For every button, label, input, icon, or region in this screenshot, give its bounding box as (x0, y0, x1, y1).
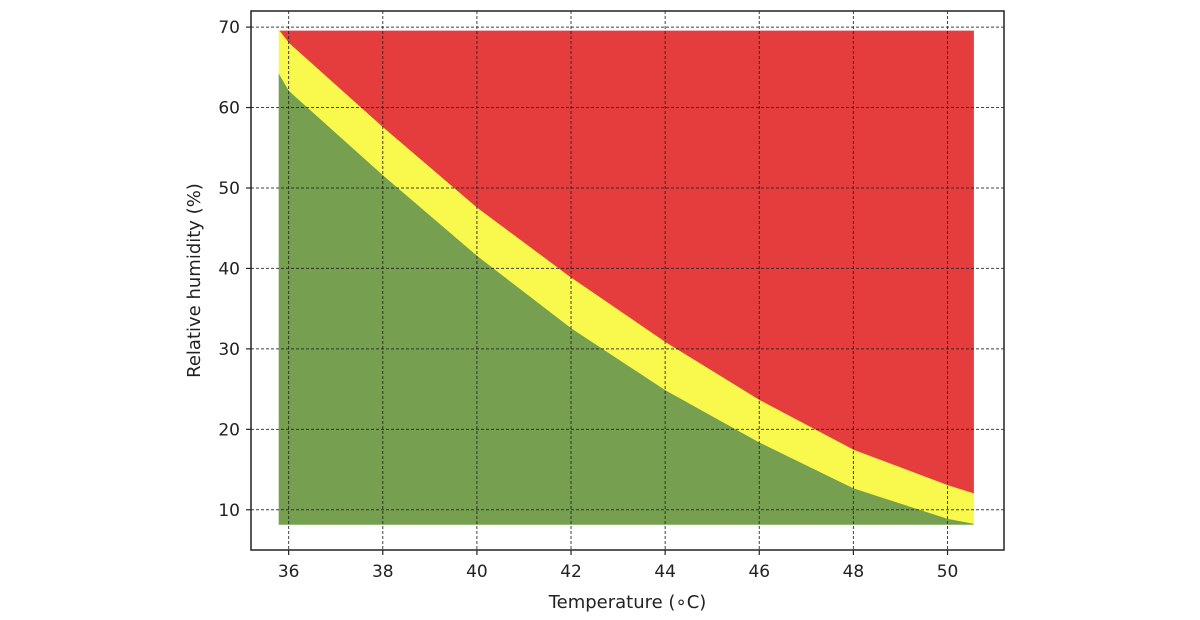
x-axis-label: Temperature (∘C) (548, 592, 707, 613)
x-tick-label: 50 (937, 562, 959, 582)
x-axis: 36 38 40 42 44 46 48 50 (278, 550, 959, 582)
x-tick-label: 44 (654, 562, 676, 582)
y-tick-label: 20 (218, 420, 240, 440)
y-tick-label: 50 (218, 179, 240, 199)
x-tick-label: 42 (560, 562, 582, 582)
chart-areas (278, 29, 974, 525)
x-tick-label: 48 (843, 562, 865, 582)
y-axis: 10 20 30 40 50 60 70 (218, 18, 251, 521)
x-tick-label: 40 (466, 562, 488, 582)
chart-grid (251, 11, 1004, 550)
x-tick-label: 46 (748, 562, 770, 582)
y-tick-label: 30 (218, 340, 240, 360)
y-tick-label: 60 (218, 99, 240, 119)
x-tick-label: 38 (372, 562, 394, 582)
y-axis-label: Relative humidity (%) (184, 183, 205, 378)
y-tick-label: 10 (218, 501, 240, 521)
safe-area (278, 73, 974, 525)
x-tick-label: 36 (278, 562, 300, 582)
plot-frame (250, 10, 1005, 551)
y-tick-label: 40 (218, 259, 240, 279)
y-tick-label: 70 (218, 18, 240, 38)
